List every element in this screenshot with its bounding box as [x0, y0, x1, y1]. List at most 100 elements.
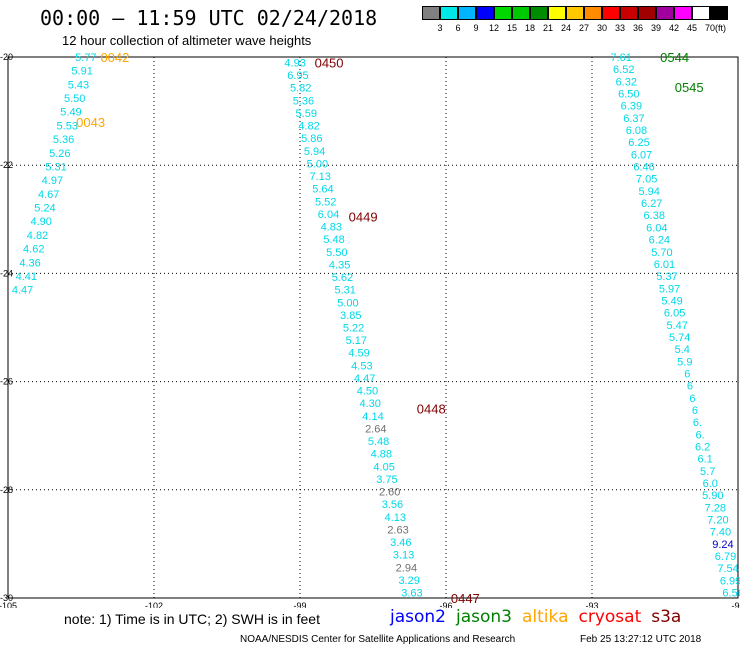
swh-value: 6.0 — [703, 478, 718, 490]
scale-label: 6 — [455, 23, 461, 33]
swh-value: 6.99 — [720, 575, 740, 587]
swh-value: 2.64 — [365, 423, 386, 435]
swh-value: 6.32 — [616, 76, 637, 88]
swh-value: 5.36 — [293, 95, 314, 107]
swh-value: 4.59 — [348, 348, 369, 360]
swh-value: 3.29 — [398, 575, 419, 587]
swh-value: 4.30 — [360, 398, 381, 410]
swh-value: 5.00 — [337, 297, 358, 309]
swh-value: 3.63 — [401, 588, 422, 600]
swh-value: 4.14 — [362, 411, 383, 423]
swh-value: 5.36 — [53, 134, 74, 146]
swh-value: 5.82 — [290, 83, 311, 95]
swh-value: 2.60 — [379, 487, 400, 499]
swh-value: 4.50 — [357, 386, 378, 398]
pass-time-label: 0449 — [349, 210, 378, 225]
scale-label: 70 — [704, 23, 715, 33]
swh-value: 4.36 — [19, 257, 40, 269]
credit-line: NOAA/NESDIS Center for Satellite Applica… — [240, 634, 516, 645]
swh-value: 6.24 — [649, 235, 670, 247]
swh-value: 5.31 — [45, 161, 66, 173]
swh-value: 6.95 — [287, 70, 308, 82]
swh-value: 6.1 — [698, 454, 713, 466]
scale-swatch — [494, 6, 512, 20]
swh-value: 5.86 — [301, 133, 322, 145]
scale-label: 18 — [524, 23, 535, 33]
swh-value: 5.74 — [669, 332, 690, 344]
scale-label: 27 — [578, 23, 589, 33]
swh-value: 6.05 — [664, 308, 685, 320]
swh-value: 3.56 — [382, 499, 403, 511]
scale-swatch — [440, 6, 458, 20]
swh-value: 6. — [695, 429, 704, 441]
swh-value: 4.35 — [329, 259, 350, 271]
scale-label: 21 — [542, 23, 553, 33]
swh-value: 4.53 — [351, 360, 372, 372]
swh-value: 6 — [687, 381, 693, 393]
scale-label: 9 — [473, 23, 479, 33]
swh-value: 4.13 — [385, 512, 406, 524]
pass-time-label: 0544 — [660, 50, 689, 65]
scale-swatch — [458, 6, 476, 20]
swh-value: 7.20 — [707, 515, 728, 527]
swh-value: 7.54 — [717, 563, 738, 575]
swh-value: 5.97 — [659, 283, 680, 295]
lon-tick-label: -105 — [0, 601, 17, 608]
swh-value: 2.63 — [387, 524, 408, 536]
swh-value: 4.82 — [27, 230, 48, 242]
swh-value: 5.24 — [34, 203, 55, 215]
lon-tick-label: -99 — [293, 601, 306, 608]
swh-value: 5.4 — [675, 344, 690, 356]
lon-tick-label: -93 — [585, 601, 598, 608]
page-subtitle: 12 hour collection of altimeter wave hei… — [62, 33, 312, 48]
scale-swatch — [566, 6, 584, 20]
swh-value: 4.47 — [12, 285, 33, 297]
swh-value: 5.53 — [57, 120, 78, 132]
swh-value: 7.40 — [710, 527, 731, 539]
swh-value: 5.50 — [64, 93, 85, 105]
swh-value: 5.62 — [332, 272, 353, 284]
swh-value: 5.52 — [315, 196, 336, 208]
swh-value: 5.91 — [71, 66, 92, 78]
scale-swatch — [674, 6, 692, 20]
swh-value: 4.90 — [30, 216, 51, 228]
swh-value: 5.43 — [68, 79, 89, 91]
swh-value: 6.04 — [318, 209, 339, 221]
swh-value: 4.41 — [16, 271, 37, 283]
swh-value: 5.17 — [346, 335, 367, 347]
swh-value: 3.13 — [393, 550, 414, 562]
swh-value: 5.94 — [638, 186, 659, 198]
scale-label: 24 — [560, 23, 571, 33]
scale-label: 36 — [632, 23, 643, 33]
scale-swatch — [530, 6, 548, 20]
scale-swatch — [620, 6, 638, 20]
swh-value: 5.37 — [656, 271, 677, 283]
swh-value: 5.70 — [651, 247, 672, 259]
lat-tick-label: -30 — [0, 593, 13, 603]
swh-value: 5.9 — [677, 356, 692, 368]
swh-value: 6.37 — [623, 113, 644, 125]
lat-tick-label: -22 — [0, 160, 13, 170]
satellite-legend: jason2 jason3 altika cryosat s3a — [390, 607, 691, 627]
lon-tick-label: -96 — [439, 601, 452, 608]
swh-value: 6.08 — [626, 125, 647, 137]
pass-time-label: 0450 — [315, 55, 344, 70]
swh-value: 6 — [684, 368, 690, 380]
swh-value: 3.75 — [376, 474, 397, 486]
swh-value: 6.39 — [621, 101, 642, 113]
scale-swatch — [476, 6, 494, 20]
lat-tick-label: -24 — [0, 268, 13, 278]
swh-value: 5.77 — [75, 52, 96, 64]
scale-swatch — [422, 6, 440, 20]
swh-value: 6.07 — [631, 149, 652, 161]
swh-value: 4.62 — [23, 244, 44, 256]
swh-value: 2.94 — [396, 562, 417, 574]
swh-value: 6.52 — [613, 64, 634, 76]
timestamp: Feb 25 13:27:12 UTC 2018 — [580, 634, 702, 645]
swh-value: 4.97 — [42, 175, 63, 187]
swh-value: 3.46 — [390, 537, 411, 549]
swh-value: 4.67 — [38, 189, 59, 201]
swh-value: 5.94 — [304, 146, 325, 158]
swh-value: 7.05 — [636, 174, 657, 186]
swh-value: 4.93 — [284, 57, 305, 69]
